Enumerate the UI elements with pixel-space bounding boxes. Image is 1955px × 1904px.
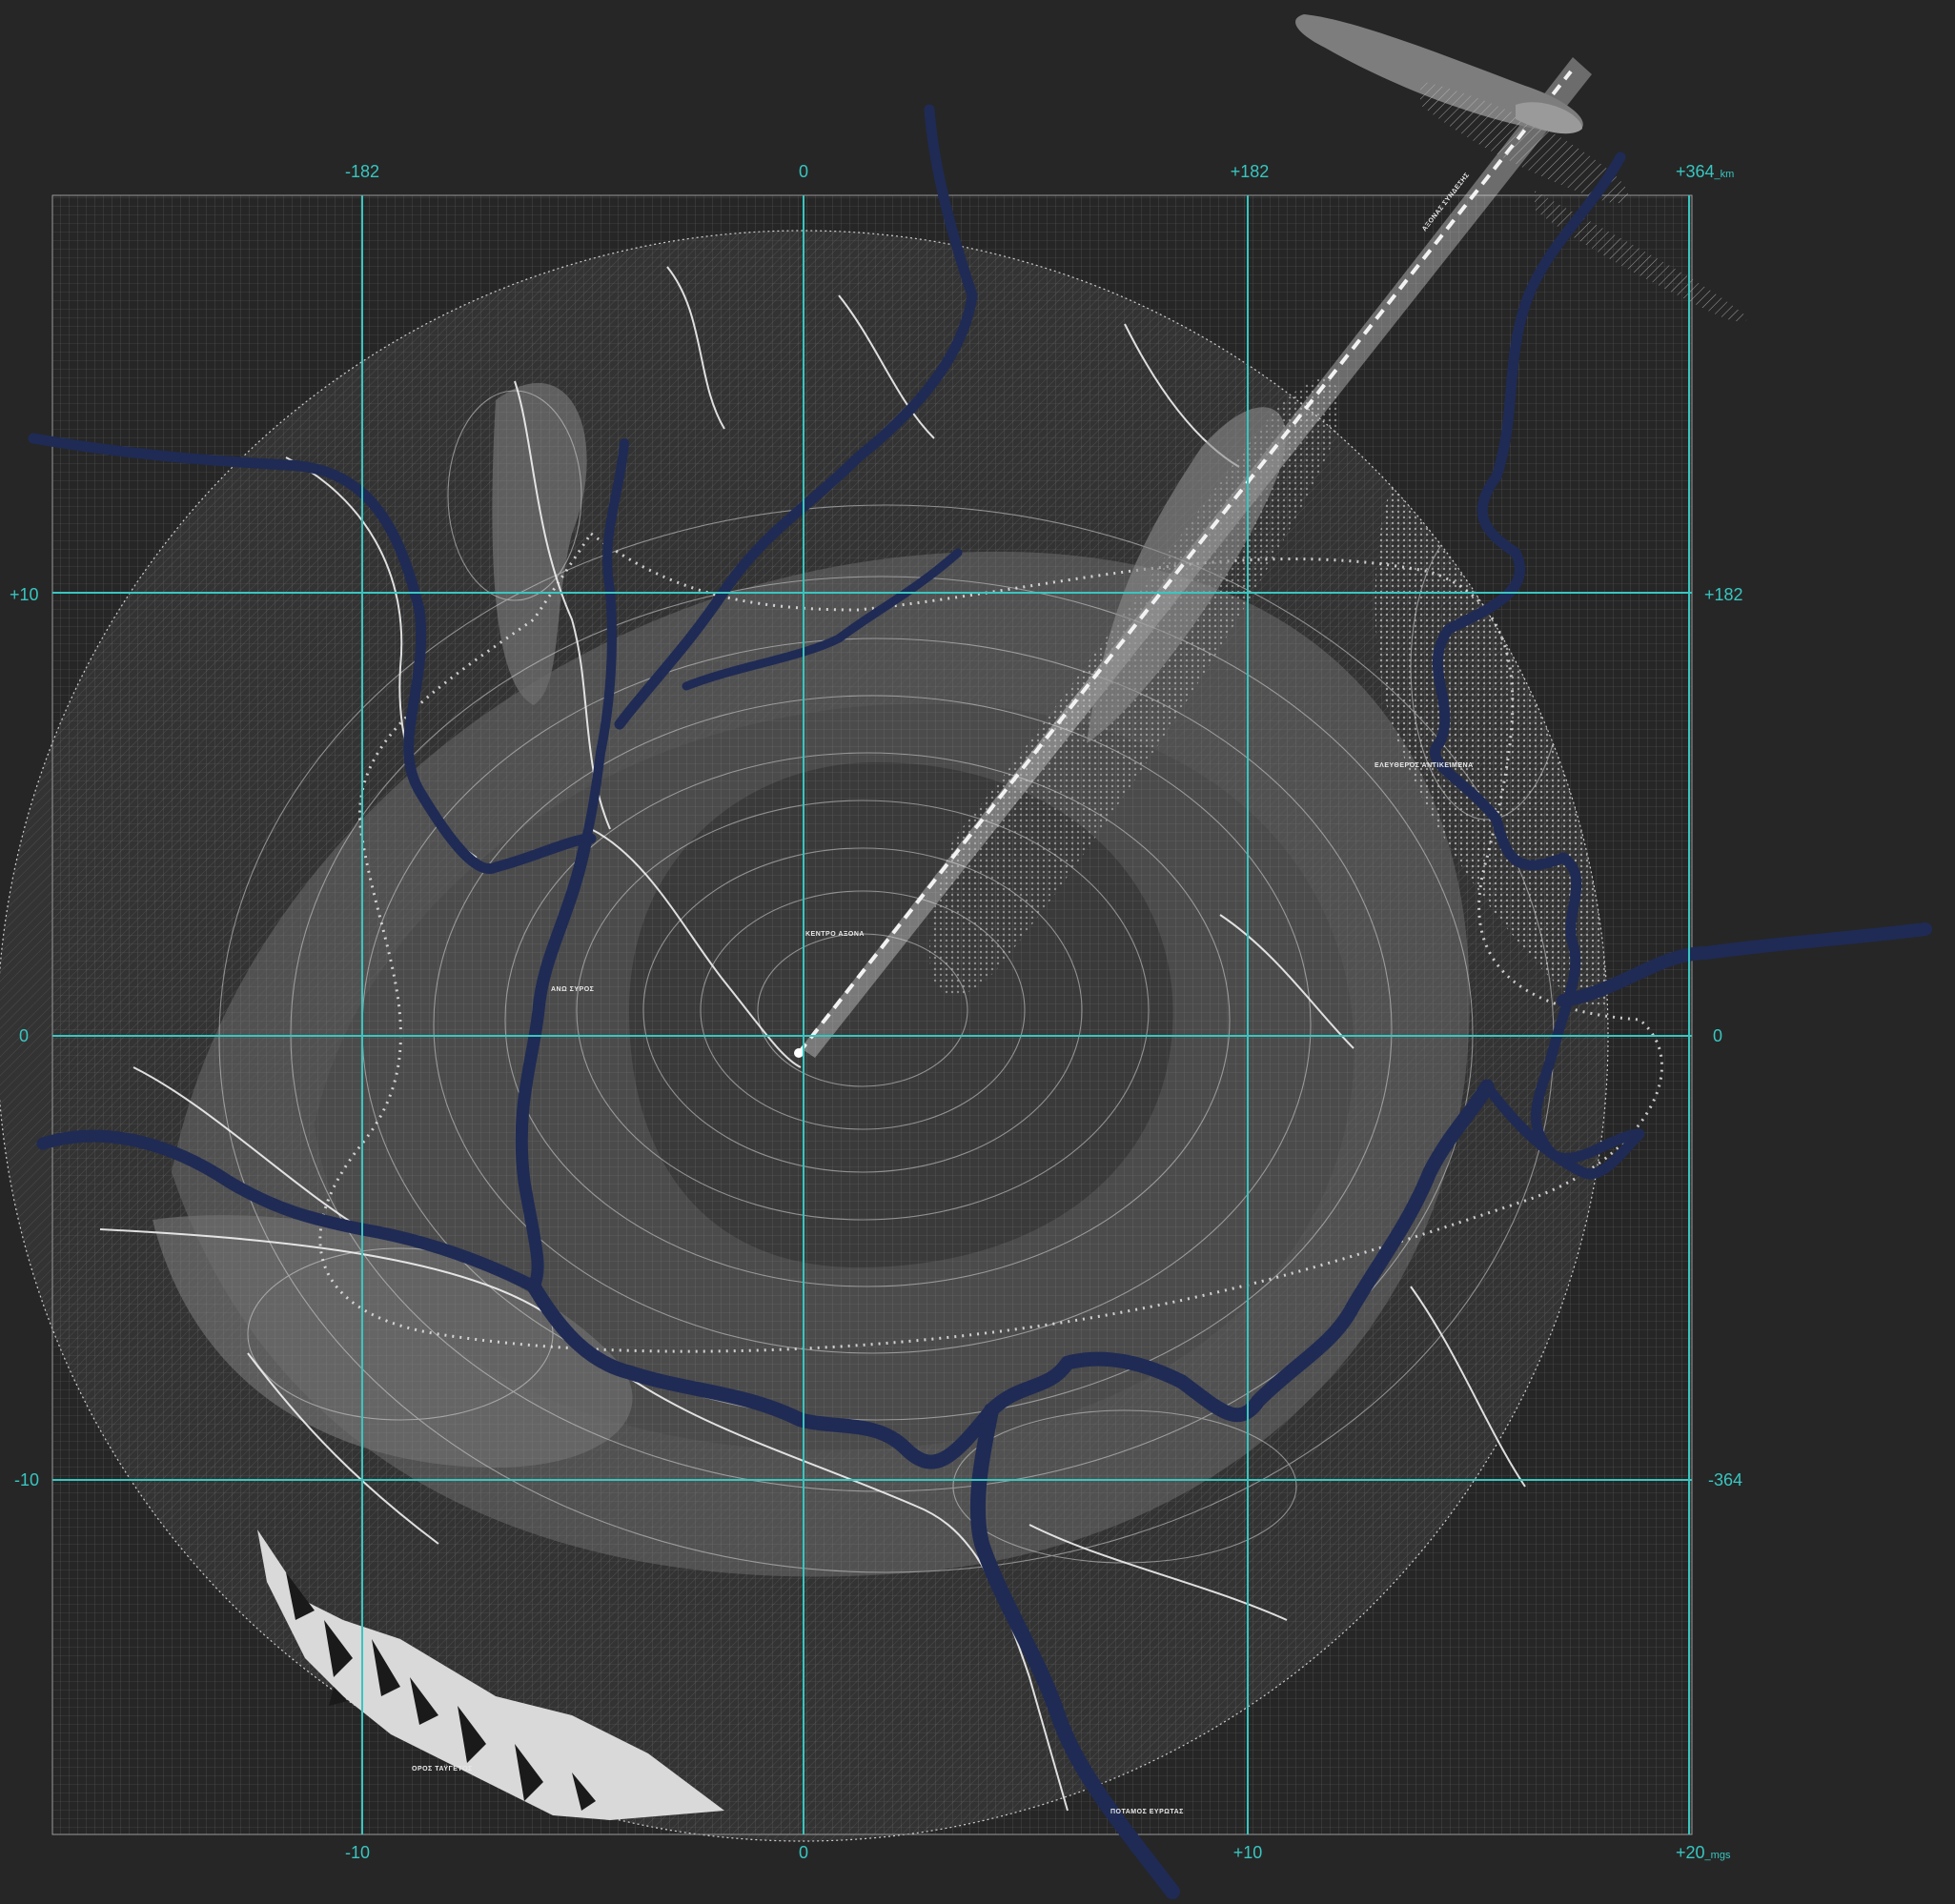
top-tick-label: 0	[799, 162, 808, 181]
river-east-mouth	[1557, 922, 1932, 1007]
river-northeast-tributary	[614, 104, 978, 730]
mountains-southwest	[257, 1529, 724, 1820]
northeast-islands	[1295, 14, 1747, 322]
label-mountains: ΟΡΟΣ ΤΑΫΓΕΤΟΣ	[412, 1765, 473, 1772]
right-tick-label: +182	[1704, 585, 1743, 604]
top-tick-label: +182	[1231, 162, 1270, 181]
river-southwest	[36, 1129, 540, 1293]
top-tick-unit: _km	[1714, 169, 1735, 180]
river-north-tributary	[581, 438, 629, 843]
bottom-tick-label: -10	[345, 1843, 370, 1862]
bottom-tick-label: +10	[1233, 1843, 1263, 1862]
label-river: ΠΟΤΑΜΟΣ ΕΥΡΩΤΑΣ	[1110, 1809, 1184, 1815]
river-east-branch	[682, 548, 963, 691]
right-tick-label: -364	[1708, 1470, 1742, 1489]
left-tick-label: 0	[19, 1026, 29, 1045]
left-tick-label: +10	[10, 585, 39, 604]
river-system	[28, 104, 1932, 1899]
river-central-south	[526, 1079, 1495, 1469]
bottom-tick-value: +20	[1676, 1843, 1705, 1862]
bottom-tick-unit: _mgs	[1704, 1850, 1731, 1861]
river-east	[1430, 152, 1645, 1180]
label-center: ΚΕΝΤΡΟ ΑΞΟΝΑ	[805, 931, 865, 938]
bottom-tick-label: +20_mgs	[1676, 1843, 1731, 1862]
top-tick-value: +364	[1676, 162, 1715, 181]
river-south-outlet	[969, 1403, 1180, 1899]
bottom-tick-label: 0	[799, 1843, 808, 1862]
left-tick-label: -10	[14, 1470, 39, 1489]
top-tick-label: -182	[345, 162, 379, 181]
right-tick-label: 0	[1713, 1026, 1722, 1045]
river-main-trunk	[515, 832, 593, 1293]
river-northwest	[28, 433, 597, 874]
top-tick-label: +364_km	[1676, 162, 1734, 181]
label-east: ΕΛΕΥΘΕΡΟΣ ΑΝΤΙΚΕΙΜΕΝΑ	[1375, 762, 1474, 769]
connection-axis	[794, 57, 1592, 1058]
label-west: ΑΝΩ ΣΥΡΟΣ	[551, 986, 594, 993]
axis-labels: -182 0 +182 +364_km -10 0 +10 +20_mgs +1…	[10, 162, 1743, 1862]
major-grid	[52, 195, 1692, 1834]
